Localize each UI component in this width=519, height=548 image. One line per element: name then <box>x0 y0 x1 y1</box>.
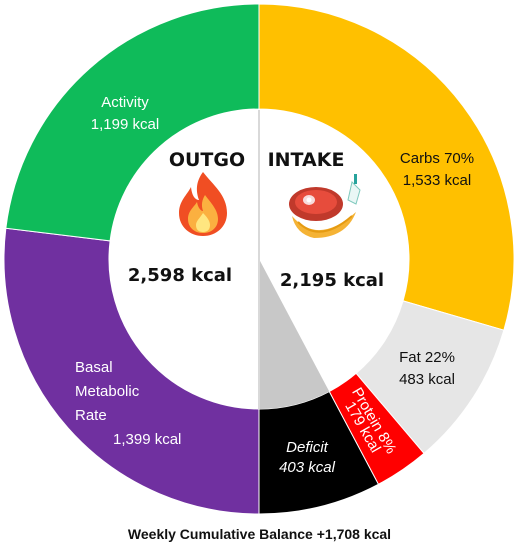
chart-footer: Weekly Cumulative Balance +1,708 kcal <box>127 526 392 542</box>
outgo-total: 2,598 kcal <box>128 265 232 286</box>
label-bmr: Basal Metabolic Rate 1,399 kcal <box>75 359 181 448</box>
label-carbs-line: Carbs 70% <box>400 150 474 167</box>
flame-icon <box>179 172 227 236</box>
label-fat-line: 483 kcal <box>399 371 455 388</box>
intake-title: INTAKE <box>268 149 345 171</box>
segment-labels: Activity 1,199 kcal Basal Metabolic Rate 1,39… <box>75 94 474 476</box>
label-deficit: Deficit 403 kcal <box>279 439 336 476</box>
outgo-title: OUTGO <box>169 149 245 171</box>
label-deficit-line: 403 kcal <box>279 459 336 476</box>
steak-banana-icon <box>289 174 361 238</box>
label-fat-line: Fat 22% <box>399 349 455 366</box>
label-bmr-line: Basal <box>75 359 113 376</box>
label-bmr-line: 1,399 kcal <box>113 431 181 448</box>
label-deficit-line: Deficit <box>286 439 329 456</box>
label-carbs-line: 1,533 kcal <box>403 172 471 189</box>
label-bmr-line: Metabolic <box>75 383 140 400</box>
label-bmr-line: Rate <box>75 407 107 424</box>
label-activity: Activity 1,199 kcal <box>91 94 159 133</box>
label-activity-line: Activity <box>101 94 149 111</box>
deficit-wedge <box>259 259 330 409</box>
label-activity-line: 1,199 kcal <box>91 116 159 133</box>
deficit-inner-wedge <box>259 259 330 409</box>
label-carbs: Carbs 70% 1,533 kcal <box>400 150 474 189</box>
label-fat: Fat 22% 483 kcal <box>399 349 455 388</box>
intake-total: 2,195 kcal <box>280 270 384 291</box>
